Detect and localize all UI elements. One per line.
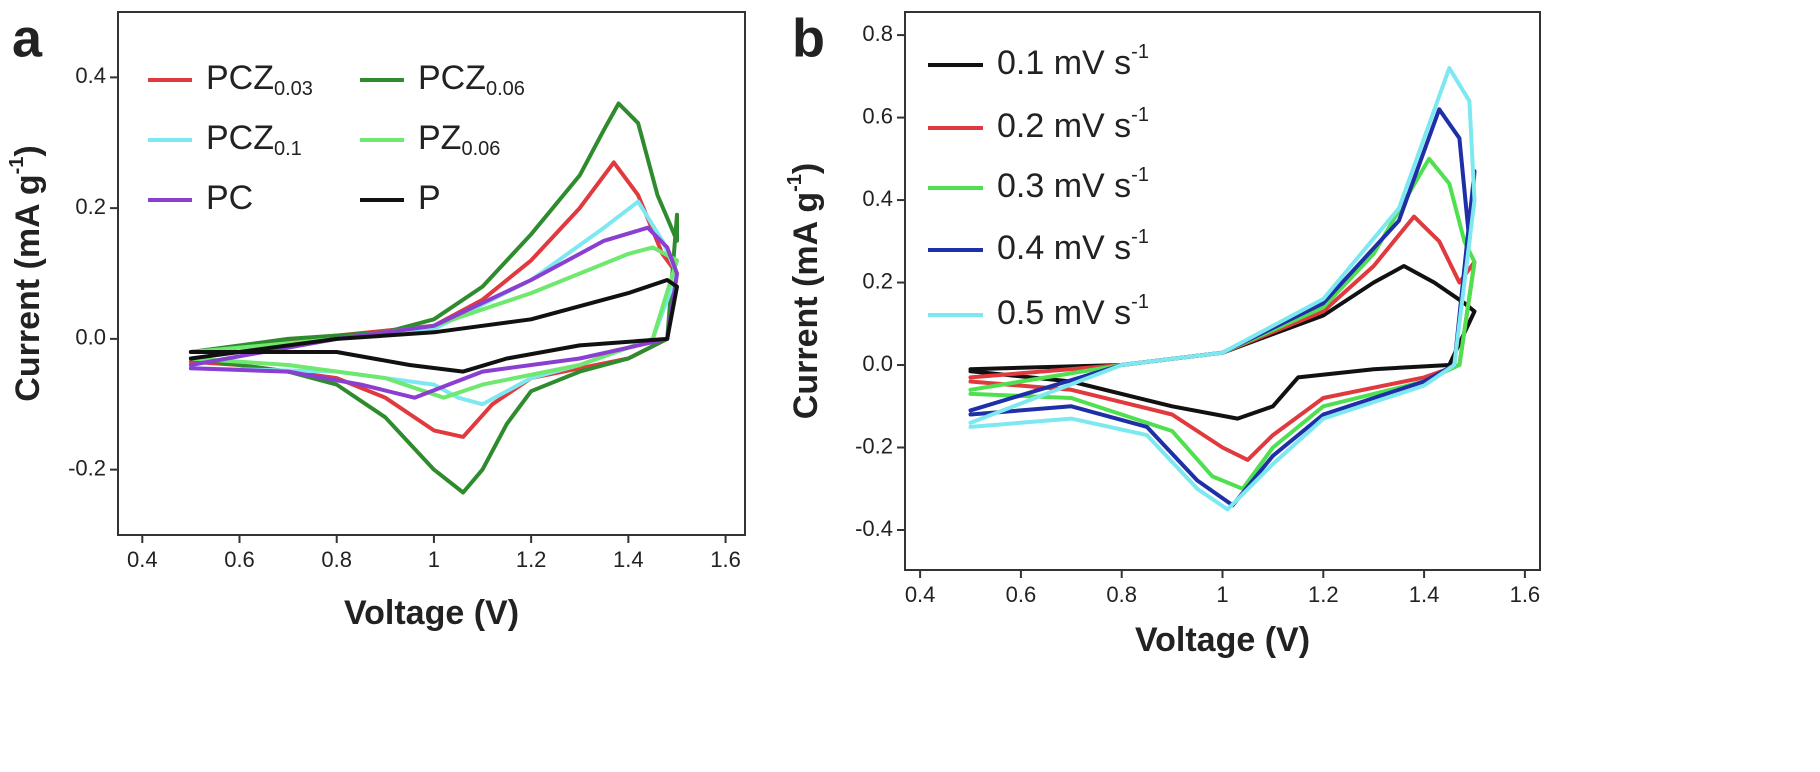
- x-tick-label: 1.2: [1308, 582, 1339, 607]
- y-tick-label: 0.0: [75, 325, 106, 350]
- cv-curve: [188, 245, 679, 400]
- legend-label: PZ0.06: [418, 119, 500, 160]
- legend-name: 0.3 mV s: [997, 167, 1131, 205]
- legend-superscript: -1: [1131, 104, 1149, 126]
- x-tick-label: 0.4: [127, 547, 158, 572]
- plot-frame: [117, 11, 746, 536]
- legend-name: PC: [206, 179, 253, 217]
- cv-curve: [188, 278, 679, 374]
- legend-name: PCZ: [206, 119, 274, 157]
- y-axis-title-main: Current (mA g: [787, 192, 825, 419]
- x-tick-label: 1.6: [1510, 582, 1541, 607]
- legend-superscript: -1: [1131, 164, 1149, 186]
- y-axis-title: Current (mA g-1): [784, 163, 825, 419]
- cv-curve: [968, 156, 1477, 491]
- legend-name: PCZ: [206, 59, 274, 97]
- panel-label: b: [792, 8, 825, 68]
- y-tick-label: 0.6: [862, 103, 893, 128]
- y-axis-title-sup: -1: [784, 174, 806, 192]
- legend-name: 0.4 mV s: [997, 229, 1131, 267]
- x-tick-label: 0.8: [321, 547, 352, 572]
- x-tick-label: 0.4: [905, 582, 936, 607]
- x-tick-label: 1: [428, 547, 440, 572]
- x-tick-label: 1: [1216, 582, 1228, 607]
- y-axis-title-sup: -1: [6, 157, 28, 175]
- legend-label: P: [418, 179, 441, 217]
- x-tick-label: 0.8: [1106, 582, 1137, 607]
- x-tick-label: 1.2: [516, 547, 547, 572]
- panel: a 0.4 0.6 0.8 1 1.2 1.4 1.6 -0.2 0.0 0.2 0.4 Voltage…: [6, 8, 746, 632]
- legend-label: PCZ0.06: [418, 59, 525, 100]
- y-tick-label: -0.2: [68, 455, 106, 480]
- legend-name: P: [418, 179, 441, 217]
- cv-curve: [188, 199, 679, 407]
- x-tick-label: 1.4: [613, 547, 644, 572]
- y-axis-title-end: ): [787, 163, 825, 174]
- y-tick-label: 0.2: [75, 194, 106, 219]
- panel-label: a: [12, 8, 43, 68]
- x-tick-label: 0.6: [1006, 582, 1037, 607]
- legend-superscript: -1: [1131, 41, 1149, 63]
- y-tick-label: 0.4: [75, 63, 106, 88]
- y-axis-title: Current (mA g-1): [6, 145, 47, 401]
- legend-label: 0.2 mV s-1: [997, 104, 1149, 145]
- x-axis-title: Voltage (V): [1135, 621, 1310, 659]
- cv-curve: [968, 264, 1477, 421]
- legend-label: PCZ0.1: [206, 119, 302, 160]
- legend-superscript: -1: [1131, 226, 1149, 248]
- x-tick-label: 0.6: [224, 547, 255, 572]
- y-tick-label: -0.4: [855, 516, 893, 541]
- x-axis-title: Voltage (V): [344, 594, 519, 632]
- cv-curve: [188, 225, 679, 400]
- legend-label: 0.4 mV s-1: [997, 226, 1149, 267]
- legend-name: 0.5 mV s: [997, 294, 1131, 332]
- legend-label: PCZ0.03: [206, 59, 313, 100]
- legend-name: 0.1 mV s: [997, 44, 1131, 82]
- y-axis-title-end: ): [9, 145, 47, 156]
- y-tick-label: -0.2: [855, 433, 893, 458]
- panel: b 0.4 0.6 0.8 1 1.2 1.4 1.6 -0.4 -0.2 0.0 0.2 0.4 0.6…: [784, 8, 1541, 659]
- legend-label: PC: [206, 179, 253, 217]
- y-tick-label: 0.0: [862, 351, 893, 376]
- legend-superscript: -1: [1131, 291, 1149, 313]
- y-axis-title-main: Current (mA g: [9, 174, 47, 401]
- legend-name: PCZ: [418, 59, 486, 97]
- cv-curve: [968, 66, 1477, 512]
- legend-name: 0.2 mV s: [997, 107, 1131, 145]
- legend-name: PZ: [418, 119, 461, 157]
- legend-label: 0.1 mV s-1: [997, 41, 1149, 82]
- y-tick-label: 0.8: [862, 21, 893, 46]
- y-tick-label: 0.2: [862, 268, 893, 293]
- legend-subscript: 0.03: [274, 78, 313, 100]
- legend-label: 0.3 mV s-1: [997, 164, 1149, 205]
- legend-label: 0.5 mV s-1: [997, 291, 1149, 332]
- legend-subscript: 0.1: [274, 138, 302, 160]
- legend-subscript: 0.06: [461, 138, 500, 160]
- legend-subscript: 0.06: [486, 78, 525, 100]
- x-tick-label: 1.4: [1409, 582, 1440, 607]
- x-tick-label: 1.6: [710, 547, 741, 572]
- y-tick-label: 0.4: [862, 186, 893, 211]
